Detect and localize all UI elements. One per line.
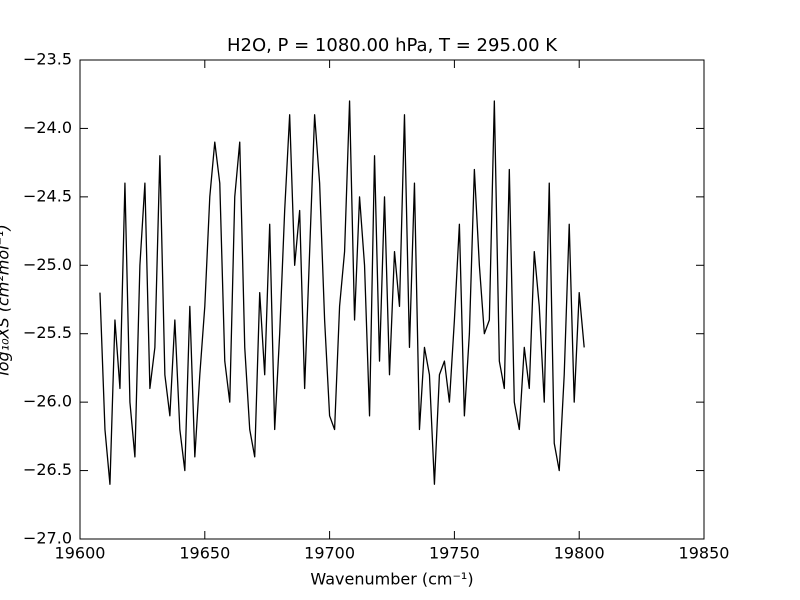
x-tick-label: 19850: [679, 544, 730, 563]
chart-title: H2O, P = 1080.00 hPa, T = 295.00 K: [227, 35, 558, 56]
y-tick-label: −26.5: [23, 460, 72, 479]
data-line: [99, 100, 585, 485]
y-tick-label: −25.5: [23, 323, 72, 342]
x-tick-label: 19750: [429, 544, 480, 563]
x-axis-label: Wavenumber (cm⁻¹): [310, 570, 473, 589]
x-tick-label: 19600: [55, 544, 106, 563]
x-tick-label: 19650: [179, 544, 230, 563]
y-axis-label: log₁₀XS (cm²mol⁻¹): [0, 224, 13, 375]
y-tick-label: −25.0: [23, 255, 72, 274]
plot-frame: [79, 59, 705, 540]
y-tick-label: −26.0: [23, 392, 72, 411]
x-tick-label: 19700: [304, 544, 355, 563]
y-tick-label: −24.0: [23, 118, 72, 137]
y-tick-label: −27.0: [23, 529, 72, 548]
x-tick-label: 19800: [554, 544, 605, 563]
y-tick-label: −24.5: [23, 186, 72, 205]
y-tick-label: −23.5: [23, 50, 72, 69]
